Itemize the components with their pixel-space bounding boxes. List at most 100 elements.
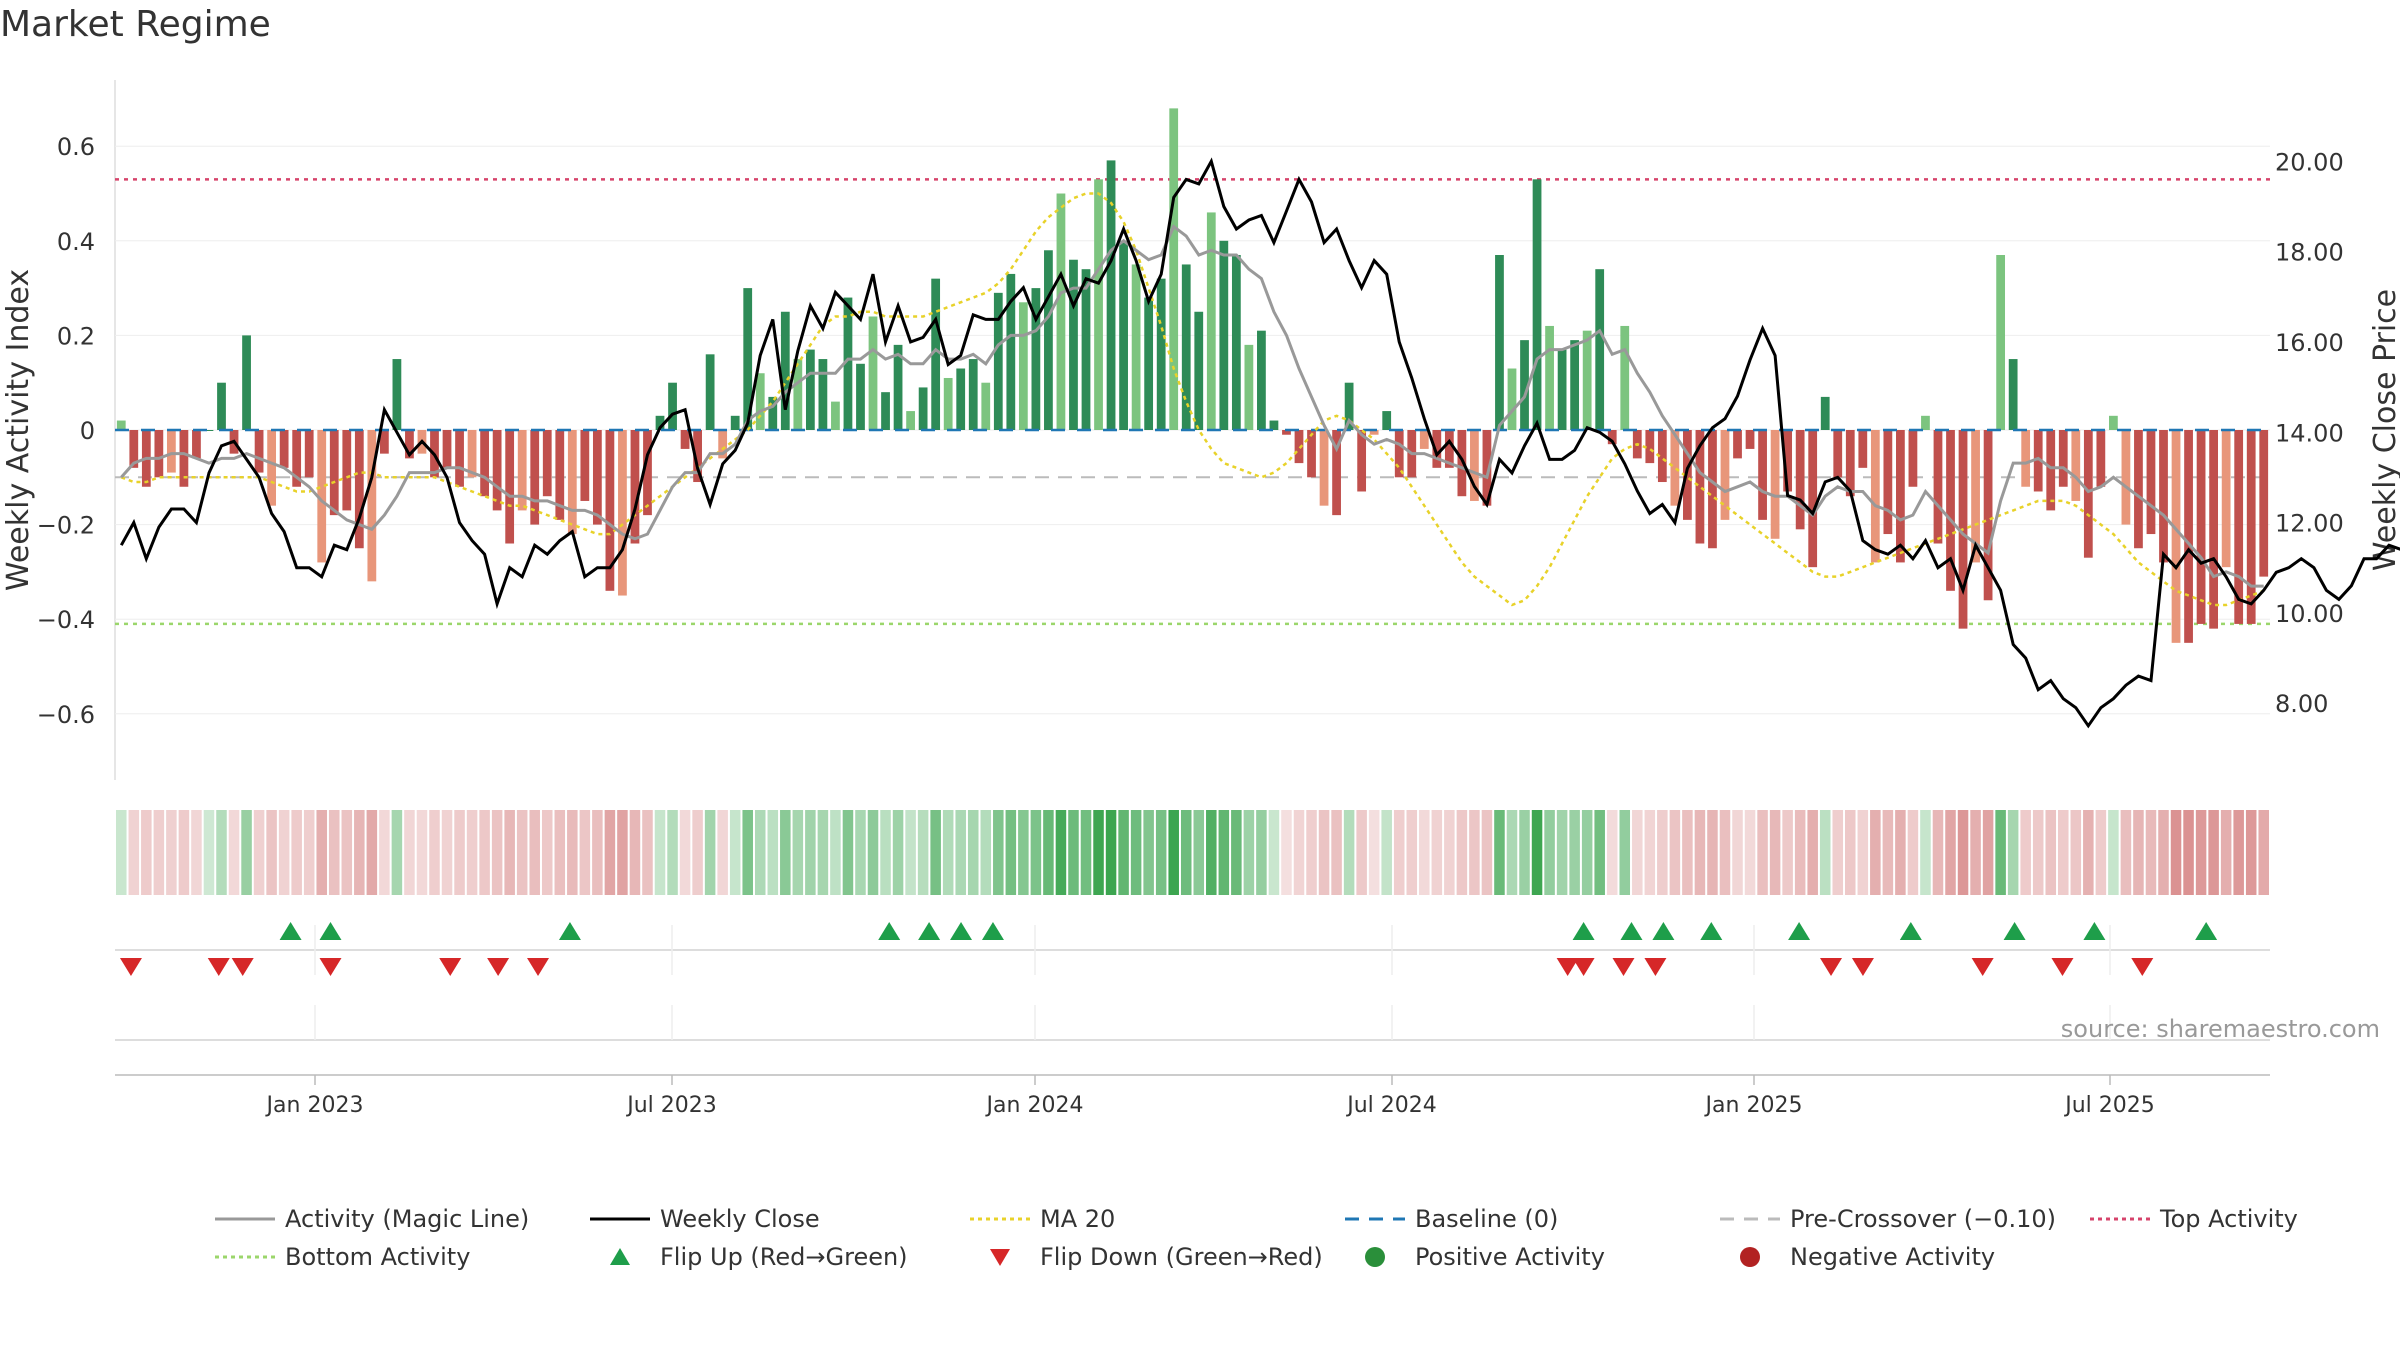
y-left-tick-label: −0.2 xyxy=(37,512,95,540)
activity-bar xyxy=(1257,330,1266,430)
activity-bar xyxy=(730,415,740,430)
regime-strip-cell xyxy=(993,810,1004,895)
regime-strip-cell xyxy=(1168,810,1179,895)
flip-down-marker xyxy=(2131,958,2154,976)
activity-bar xyxy=(1996,255,2006,430)
flip-up-marker xyxy=(2003,922,2026,940)
activity-bar xyxy=(1908,430,1918,487)
regime-strip-cell xyxy=(2258,810,2269,895)
regime-strip-cell xyxy=(354,810,365,895)
flip-up-marker xyxy=(981,922,1004,940)
regime-strip-cell xyxy=(1920,810,1931,895)
activity-bar xyxy=(292,430,302,487)
regime-strip-cell xyxy=(1368,810,1380,895)
activity-bar xyxy=(1858,430,1868,468)
y-right-tick-label: 14.00 xyxy=(2275,419,2344,447)
activity-bar xyxy=(1006,273,1016,430)
activity-bar xyxy=(1582,330,1592,430)
flip-down-marker xyxy=(231,958,254,976)
flip-up-marker xyxy=(279,922,302,940)
regime-strip-cell xyxy=(1306,810,1317,895)
regime-strip-cell xyxy=(1318,810,1330,895)
activity-bar xyxy=(242,335,251,430)
flip-down-marker xyxy=(1644,958,1667,976)
regime-strip-cell xyxy=(1356,810,1367,895)
activity-bar xyxy=(2209,430,2219,629)
legend-swatch xyxy=(990,1249,1010,1266)
activity-bar xyxy=(116,420,126,430)
regime-strip-cell xyxy=(2070,810,2082,895)
activity-bar xyxy=(192,430,201,459)
legend-swatch xyxy=(2090,1217,2150,1221)
legend-swatch xyxy=(1345,1217,1405,1221)
activity-bar xyxy=(1933,430,1943,544)
regime-strip-cell xyxy=(592,810,603,895)
regime-strip-cell xyxy=(1030,810,1042,895)
regime-strip-cell xyxy=(366,810,378,895)
regime-strip-cell xyxy=(491,810,503,895)
regime-strip-cell xyxy=(516,810,528,895)
activity-bar xyxy=(1482,430,1492,506)
regime-strip-cell xyxy=(817,810,829,895)
activity-bar xyxy=(2171,430,2181,643)
regime-strip-cell xyxy=(203,810,215,895)
flip-up-marker xyxy=(950,922,973,940)
activity-bar xyxy=(1657,430,1667,483)
regime-strip-cell xyxy=(1870,810,1881,895)
regime-strip-cell xyxy=(541,810,553,895)
activity-bar xyxy=(1394,430,1404,478)
activity-bar xyxy=(1044,250,1053,430)
legend-item: Weekly Close xyxy=(590,1205,820,1233)
activity-bar xyxy=(405,430,414,459)
y-left-tick-label: −0.4 xyxy=(37,606,95,634)
regime-strip-cell xyxy=(1193,810,1205,895)
regime-strip-cell xyxy=(1456,810,1468,895)
legend-label: Activity (Magic Line) xyxy=(285,1205,530,1233)
activity-bar xyxy=(1081,269,1091,430)
activity-bar xyxy=(1219,240,1229,430)
regime-strip-cell xyxy=(1569,810,1580,895)
chart-title: Market Regime xyxy=(0,4,271,45)
regime-strip-cell xyxy=(1719,810,1731,895)
legend-label: Bottom Activity xyxy=(285,1243,471,1271)
activity-bar xyxy=(981,382,991,430)
activity-bar xyxy=(755,373,765,430)
regime-strip-cell xyxy=(1268,810,1280,895)
regime-strip-cell xyxy=(579,810,591,895)
flip-up-marker xyxy=(1620,922,1643,940)
regime-strip-cell xyxy=(1895,810,1906,895)
regime-strip-cell xyxy=(567,810,578,895)
activity-bar xyxy=(1783,430,1793,492)
activity-bar xyxy=(1332,430,1341,516)
activity-bar xyxy=(1369,430,1379,435)
regime-strip-cell xyxy=(792,810,804,895)
legend-label: MA 20 xyxy=(1040,1205,1116,1233)
regime-strip-cell xyxy=(1506,810,1518,895)
activity-bar xyxy=(455,430,464,487)
legend-item: Flip Down (Green→Red) xyxy=(970,1243,1323,1271)
magic-line xyxy=(120,224,2264,588)
regime-strip-cell xyxy=(1343,810,1355,895)
flip-down-marker xyxy=(439,958,462,976)
regime-strip-cell xyxy=(429,810,440,895)
activity-bar xyxy=(1833,430,1843,478)
regime-strip-cell xyxy=(1769,810,1781,895)
activity-bar xyxy=(179,430,189,487)
regime-strip-cell xyxy=(742,810,753,895)
regime-strip-cell xyxy=(604,810,616,895)
regime-strip-cell xyxy=(2133,810,2144,895)
regime-strip-cell xyxy=(1970,810,1981,895)
regime-strip-cell xyxy=(554,810,566,895)
regime-strip-cell xyxy=(2183,810,2194,895)
activity-bar xyxy=(1921,415,1930,430)
regime-strip-cell xyxy=(629,810,641,895)
regime-strip-cell xyxy=(303,810,315,895)
activity-bar xyxy=(956,368,966,430)
regime-strip-cell xyxy=(1857,810,1869,895)
regime-strip-cell xyxy=(2083,810,2094,895)
regime-strip-cell xyxy=(191,810,202,895)
regime-strip-cell xyxy=(2095,810,2107,895)
regime-strip-cell xyxy=(379,810,390,895)
regime-strip-cell xyxy=(805,810,816,895)
